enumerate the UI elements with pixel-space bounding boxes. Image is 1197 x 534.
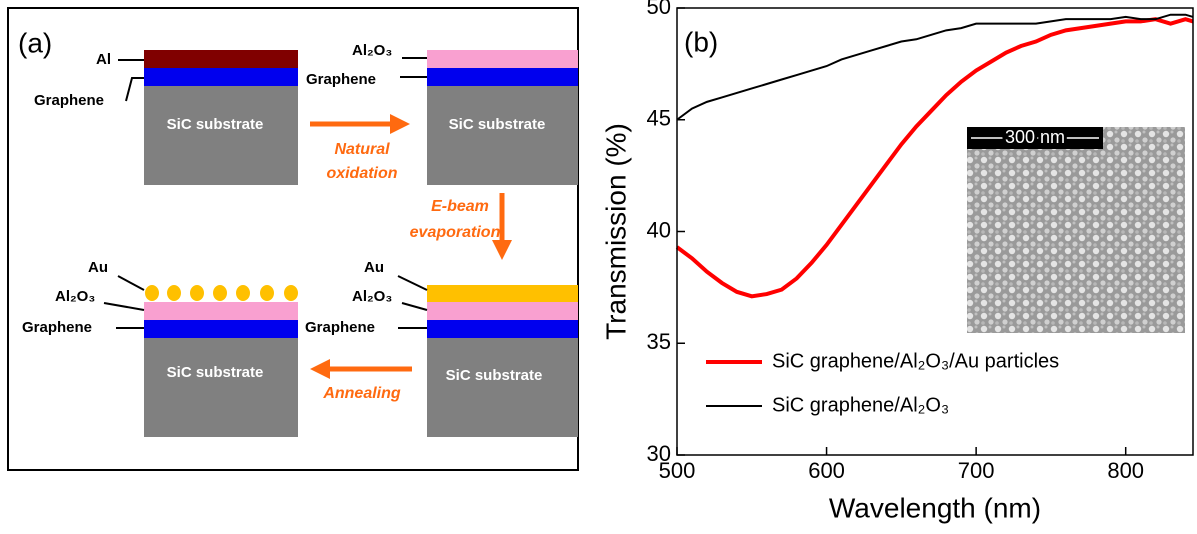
y-tick-label: 50 (647, 0, 671, 19)
layer-label: Al₂O₃ (55, 288, 95, 305)
substrate-label: SiC substrate (449, 116, 546, 133)
graphene-layer (144, 320, 298, 338)
x-tick-label: 700 (958, 458, 995, 483)
layer-label: Al (96, 51, 111, 68)
layer-label: Graphene (305, 319, 375, 336)
step-label: E-beam (431, 198, 489, 215)
substrate-label: SiC substrate (446, 367, 543, 384)
alox-layer (427, 50, 578, 68)
graphene-layer (144, 68, 298, 86)
au-layer (427, 285, 578, 302)
graphene-layer (427, 68, 578, 86)
y-tick-label: 35 (647, 329, 671, 354)
step-label: evaporation (410, 224, 501, 241)
substrate-label: SiC substrate (167, 364, 264, 381)
alox-layer (427, 302, 578, 320)
panel-a: (a) SiC substrate Al Graphene SiC substr… (8, 8, 578, 470)
step-label: Annealing (322, 385, 401, 402)
substrate (144, 338, 298, 437)
series-line (677, 15, 1193, 120)
step-label: Natural (334, 141, 390, 158)
substrate (427, 86, 578, 185)
legend-label: SiC graphene/Al₂O₃ (772, 394, 949, 416)
figure: (a) SiC substrate Al Graphene SiC substr… (0, 0, 1197, 534)
inset-image (967, 127, 1185, 333)
y-tick-label: 30 (647, 441, 671, 466)
layer-label: Graphene (22, 319, 92, 336)
layer-label: Graphene (34, 92, 104, 109)
substrate (427, 338, 578, 437)
alox-layer (144, 302, 298, 320)
y-tick-label: 45 (647, 106, 671, 131)
x-axis-label: Wavelength (nm) (829, 492, 1041, 523)
x-tick-label: 800 (1107, 458, 1144, 483)
layer-label: Al₂O₃ (352, 288, 392, 305)
layer-label: Au (88, 259, 108, 276)
y-tick-label: 40 (647, 217, 671, 242)
panel-label: (b) (684, 26, 718, 57)
graphene-layer (427, 320, 578, 338)
layer-label: Graphene (306, 71, 376, 88)
scale-label: 300 nm (1005, 127, 1065, 147)
x-tick-label: 600 (808, 458, 845, 483)
panel-label: (a) (18, 27, 52, 58)
y-axis-label: Transmission (%) (600, 123, 631, 340)
layer-label: Au (364, 259, 384, 276)
substrate-label: SiC substrate (167, 116, 264, 133)
layer-label: Al₂O₃ (352, 42, 392, 59)
step-label: oxidation (326, 165, 397, 182)
al-layer (144, 50, 298, 68)
substrate (144, 86, 298, 185)
legend-label: SiC graphene/Al₂O₃/Au particles (772, 350, 1059, 372)
